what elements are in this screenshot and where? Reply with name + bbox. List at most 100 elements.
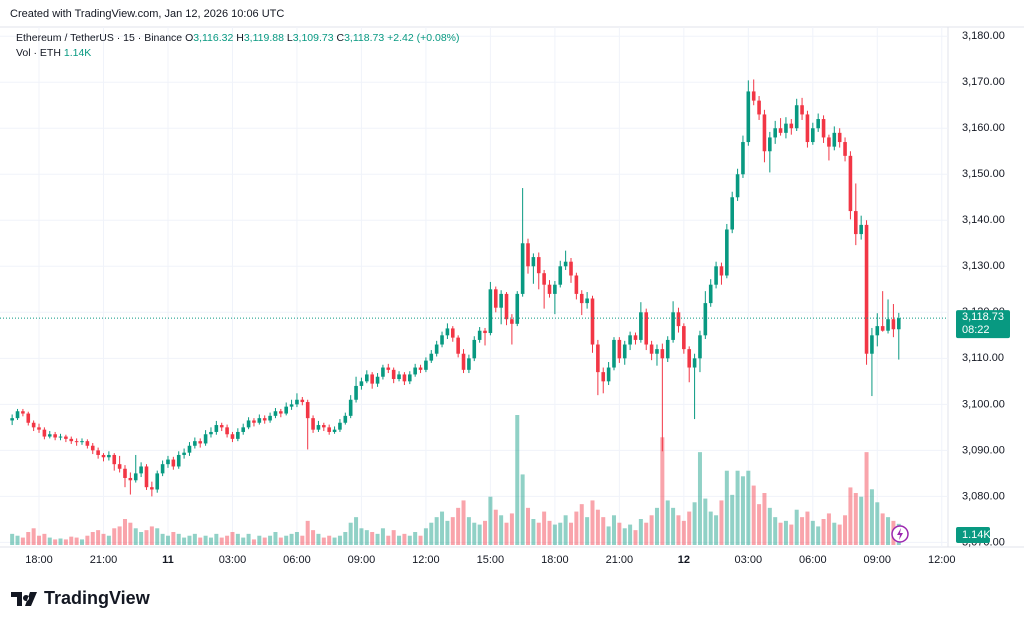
volume-bar <box>869 489 874 545</box>
x-tick-label: 09:00 <box>348 554 376 566</box>
candle-body <box>741 142 745 175</box>
candle-body <box>499 293 503 308</box>
volume-bar <box>515 415 520 545</box>
candle-body <box>601 372 606 382</box>
volume-bar <box>74 537 79 545</box>
brand-logo[interactable]: TradingView <box>10 588 150 609</box>
candle-body <box>316 425 321 430</box>
volume-bar <box>165 535 170 545</box>
candle-body <box>773 128 777 138</box>
volume-bar <box>26 532 31 545</box>
volume-bar <box>176 533 181 545</box>
volume-bar <box>837 524 842 545</box>
volume-bar <box>321 537 326 545</box>
candle-body <box>682 326 686 350</box>
candle-body <box>64 436 68 439</box>
volume-bar <box>832 522 837 545</box>
volume-bar <box>407 535 412 545</box>
x-tick-label: 21:00 <box>90 554 118 566</box>
volume-bar <box>848 487 853 545</box>
volume-bar <box>251 539 256 545</box>
candle-body <box>133 473 138 481</box>
volume-bar <box>633 530 638 545</box>
candle-body <box>547 284 552 294</box>
volume-bar <box>654 507 659 545</box>
volume-bar <box>69 536 74 545</box>
volume-bar <box>886 517 891 545</box>
volume-bar <box>552 524 557 545</box>
volume-title: Vol · ETH <box>16 47 61 59</box>
candle-body <box>279 411 283 414</box>
candle-body <box>837 132 842 143</box>
candle-body <box>139 466 143 474</box>
candle-body <box>703 303 708 336</box>
volume-tag-label: 1.14K <box>962 529 991 541</box>
candle-body <box>365 374 369 382</box>
volume-bar <box>520 474 525 545</box>
candle-body <box>386 367 391 370</box>
volume-bar <box>762 493 767 545</box>
volume-bar <box>665 500 670 545</box>
volume-bar <box>85 535 90 545</box>
volume-bar <box>880 513 885 545</box>
candle-body <box>193 441 197 446</box>
candle-body <box>359 381 364 386</box>
candle-body <box>407 374 412 382</box>
candle-body <box>563 261 568 267</box>
o-label: O <box>185 32 194 44</box>
candle-body <box>832 132 837 147</box>
volume-bar <box>477 524 482 545</box>
candle-body <box>585 298 589 304</box>
candle-body <box>639 312 643 340</box>
volume-bar <box>397 535 402 545</box>
candle-body <box>289 404 294 407</box>
candle-body <box>520 243 525 294</box>
volume-bar <box>864 452 869 545</box>
volume-value: 1.14K <box>63 47 92 59</box>
volume-bar <box>746 470 751 545</box>
x-tick-label: 12:00 <box>412 554 440 566</box>
candle-body <box>510 319 514 324</box>
candle-body <box>880 326 885 331</box>
y-tick-label: 3,150.00 <box>962 168 1005 180</box>
volume-bar <box>284 535 289 545</box>
volume-bar <box>751 485 756 545</box>
candle-body <box>628 335 632 345</box>
x-tick-label: 03:00 <box>219 554 247 566</box>
volume-bar <box>547 520 552 545</box>
candle-body <box>660 349 665 359</box>
candle-body <box>166 459 170 465</box>
candle-body <box>456 337 460 354</box>
candle-body <box>176 454 181 467</box>
volume-bar <box>90 532 95 545</box>
candle-body <box>483 330 487 334</box>
candle-body <box>322 425 326 428</box>
volume-bar <box>311 530 316 545</box>
volume-bar <box>278 537 283 545</box>
candle-body <box>338 422 342 430</box>
candle-body <box>21 411 25 414</box>
replay-icon[interactable] <box>891 525 909 543</box>
volume-bar <box>337 535 342 545</box>
candle-body <box>252 420 256 423</box>
volume-bar <box>63 539 68 545</box>
volume-bar <box>724 470 729 545</box>
candle-body <box>515 293 520 324</box>
volume-bar <box>821 519 826 545</box>
high: 3,119.88 <box>243 32 284 44</box>
volume-bar <box>783 520 788 545</box>
candle-body <box>590 298 595 345</box>
volume-bar <box>692 502 697 545</box>
volume-tag <box>956 527 990 543</box>
candle-body <box>343 415 348 423</box>
volume-bar <box>703 498 708 545</box>
volume-bar <box>601 517 606 545</box>
x-tick-label: 18:00 <box>541 554 569 566</box>
volume-bar <box>402 533 407 545</box>
candle-body <box>117 464 122 469</box>
candle-body <box>778 128 783 133</box>
candle-body <box>816 119 820 129</box>
price-tag-label: 3,118.73 <box>962 311 1004 323</box>
volume-bar <box>112 528 117 545</box>
